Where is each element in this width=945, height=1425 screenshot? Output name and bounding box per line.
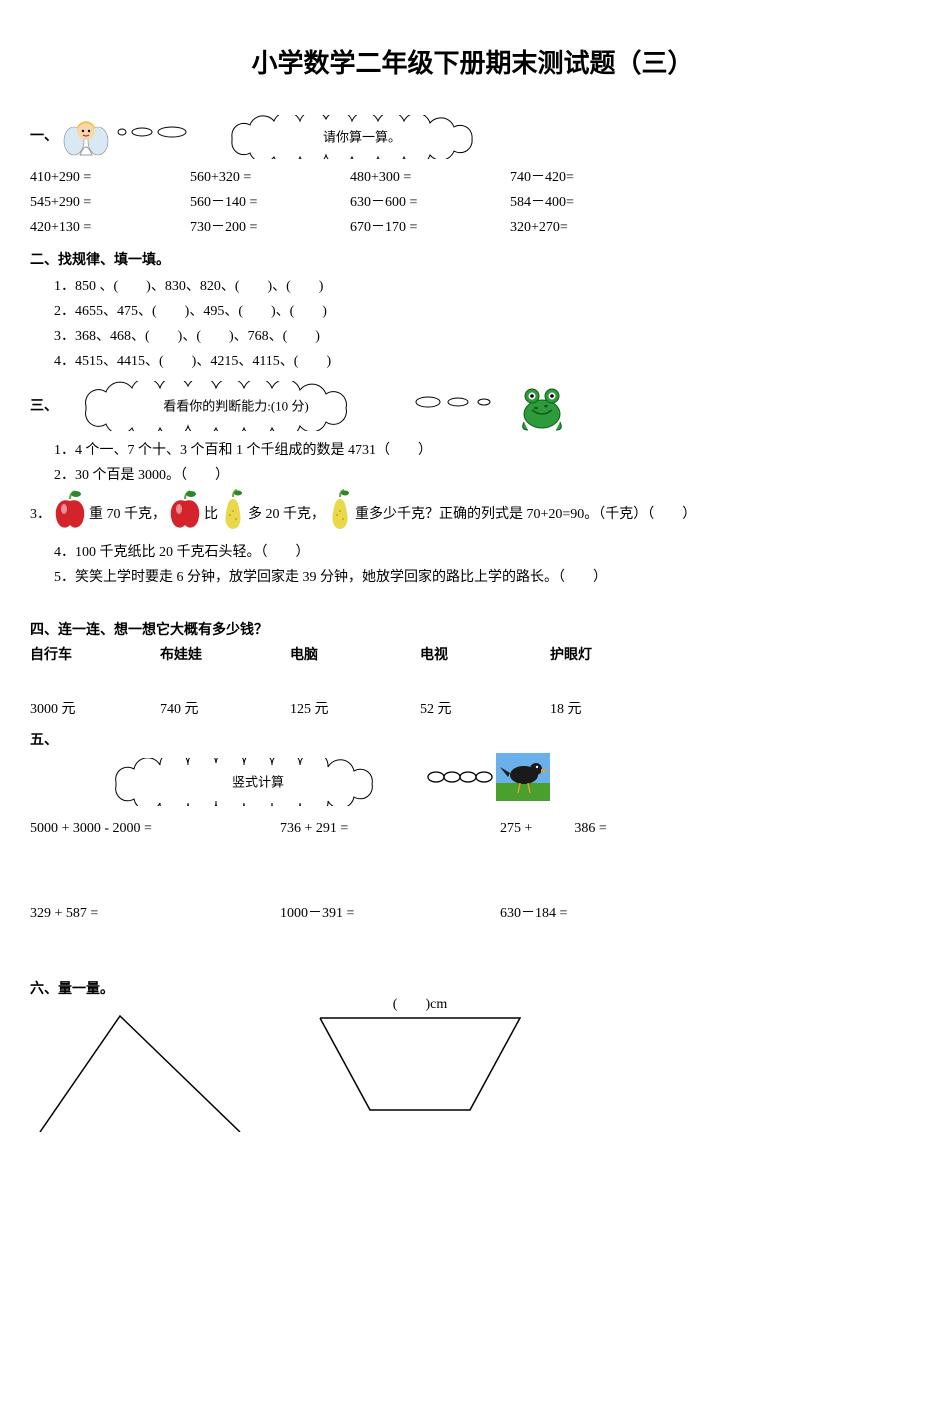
s1-row-2: 545+290 = 560－140 = 630－600 = 584－400=: [30, 190, 915, 215]
s3-item-5: 5．笑笑上学时要走 6 分钟，放学回家走 39 分钟，她放学回家的路比上学的路长…: [54, 565, 915, 590]
ellipses-icon: [414, 394, 504, 419]
section-1-label: 一、: [30, 124, 58, 149]
s4-price: 740 元: [160, 697, 290, 722]
s3-item-1: 1．4 个一、7 个十、3 个百和 1 个千组成的数是 4731（ ）: [54, 438, 915, 463]
s3-q3-c: 多 20 千克，: [248, 502, 325, 527]
apple-icon: [51, 489, 89, 540]
s5-cell: 736 + 291 =: [280, 816, 500, 841]
page-title: 小学数学二年级下册期末测试题（三）: [30, 40, 915, 87]
s2-item-2: 2．4655、475、( )、495、( )、( ): [54, 299, 915, 324]
s3-q3-b: 比: [204, 502, 218, 527]
s1-cell: 480+300 =: [350, 165, 510, 190]
section-1-header: 一、 请你算一算。: [30, 115, 915, 159]
chain-icon: [426, 768, 496, 795]
s3-q3-d: 重多少千克？正确的列式是 70+20=90。（千克）（ ）: [355, 502, 696, 527]
s4-item: 电脑: [290, 643, 420, 668]
s4-item: 护眼灯: [550, 643, 680, 668]
s3-item-2: 2．30 个百是 3000。（ ）: [54, 463, 915, 488]
apple-icon: [166, 489, 204, 540]
section-5-cloud-row: 竖式计算: [30, 753, 915, 810]
angel-icon: [62, 115, 110, 159]
s4-price: 3000 元: [30, 697, 160, 722]
s5-row-2: 329 + 587 = 1000－391 = 630－184 =: [30, 901, 915, 926]
s5-cell: 5000 + 3000 - 2000 =: [30, 816, 280, 841]
cloud-bubble-1: 请你算一算。: [212, 115, 512, 159]
section-3-label: 三、: [30, 394, 58, 419]
s2-item-1: 1．850 、( )、830、820、( )、( ): [54, 274, 915, 299]
s1-cell: 560－140 =: [190, 190, 350, 215]
s1-cell: 545+290 =: [30, 190, 190, 215]
section-5-header: 五、: [30, 728, 915, 753]
cloud-1-text: 请你算一算。: [323, 125, 401, 148]
s4-items-row: 自行车 布娃娃 电脑 电视 护眼灯: [30, 643, 915, 668]
s4-price: 52 元: [420, 697, 550, 722]
s1-cell: 410+290 =: [30, 165, 190, 190]
s5-cell: 329 + 587 =: [30, 901, 280, 926]
s5-cell: 275 + 386 =: [500, 816, 700, 841]
section-2-heading: 二、找规律、填一填。: [30, 248, 915, 273]
s3-item-4: 4．100 千克纸比 20 千克石头轻。（ ）: [54, 540, 915, 565]
s6-shapes: ( )cm: [30, 1012, 915, 1141]
s1-row-3: 420+130 = 730－200 = 670－170 = 320+270=: [30, 215, 915, 240]
section-3-header: 三、 看看你的判断能力:(10 分): [30, 380, 915, 432]
s4-item: 布娃娃: [160, 643, 290, 668]
s1-cell: 420+130 =: [30, 215, 190, 240]
s1-cell: 320+270=: [510, 215, 670, 240]
frog-icon: [514, 380, 570, 432]
s1-cell: 740－420=: [510, 165, 670, 190]
s3-item-3: 3． 重 70 千克， 比 多 20 千克，: [30, 489, 915, 540]
s4-item: 电视: [420, 643, 550, 668]
s1-row-1: 410+290 = 560+320 = 480+300 = 740－420=: [30, 165, 915, 190]
s3-q3-prefix: 3．: [30, 502, 51, 527]
crow-icon: [496, 753, 550, 810]
s4-item: 自行车: [30, 643, 160, 668]
s1-cell: 730－200 =: [190, 215, 350, 240]
cloud-2-text: 看看你的判断能力:(10 分): [163, 395, 309, 418]
trapezoid-label: ( )cm: [393, 992, 447, 1017]
ellipses-icon: [114, 124, 204, 149]
s4-price: 125 元: [290, 697, 420, 722]
cloud-bubble-3: 竖式计算: [98, 758, 418, 806]
section-5-label: 五、: [30, 728, 58, 753]
s2-item-4: 4．4515、4415、( )、4215、4115、( ): [54, 349, 915, 374]
triangle-shape: [30, 1012, 250, 1141]
s5-cell: 630－184 =: [500, 901, 700, 926]
section-6-heading: 六、量一量。: [30, 977, 915, 1002]
s2-item-3: 3．368、468、( )、( )、768、( ): [54, 324, 915, 349]
section-4-heading: 四、连一连、想一想它大概有多少钱？: [30, 618, 915, 643]
s1-cell: 560+320 =: [190, 165, 350, 190]
cloud-3-text: 竖式计算: [232, 770, 284, 793]
s4-prices-row: 3000 元 740 元 125 元 52 元 18 元: [30, 697, 915, 722]
pear-icon: [218, 489, 248, 540]
pear-icon: [325, 489, 355, 540]
s3-q3-a: 重 70 千克，: [89, 502, 166, 527]
s5-row-1: 5000 + 3000 - 2000 = 736 + 291 = 275 + 3…: [30, 816, 915, 841]
s5-cell: 1000－391 =: [280, 901, 500, 926]
s1-cell: 584－400=: [510, 190, 670, 215]
s1-cell: 630－600 =: [350, 190, 510, 215]
trapezoid-shape: ( )cm: [310, 1012, 530, 1121]
s1-cell: 670－170 =: [350, 215, 510, 240]
cloud-bubble-2: 看看你的判断能力:(10 分): [66, 381, 406, 431]
s4-price: 18 元: [550, 697, 680, 722]
